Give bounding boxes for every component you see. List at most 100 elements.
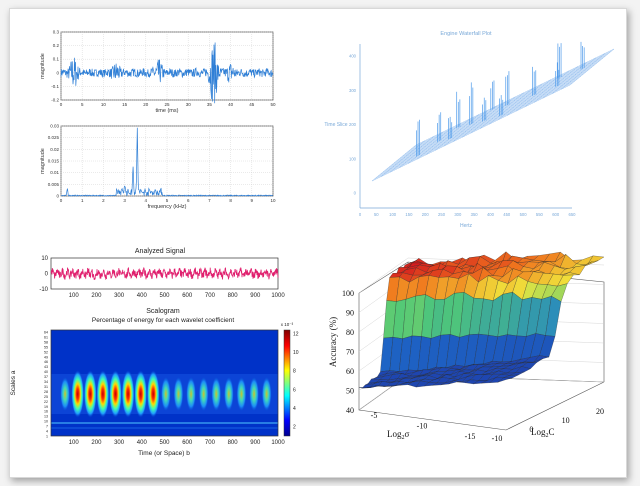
tick-label: 900	[250, 293, 261, 299]
tick-label: 650	[569, 212, 577, 217]
heatmap-cell	[211, 376, 222, 412]
tick-label: 6	[187, 198, 190, 203]
tick-label: 250	[438, 212, 446, 217]
tick-label: 0	[529, 425, 533, 434]
tick-label: 0	[354, 191, 357, 196]
tick-label: 300	[454, 212, 462, 217]
tick-label: 4	[145, 198, 148, 203]
tick-label: 0	[60, 102, 63, 107]
chart-title: Engine Waterfall Plot	[440, 31, 492, 37]
tick-label: 50	[374, 212, 379, 217]
tick-label: 900	[250, 440, 261, 446]
tick-label: 12	[293, 332, 299, 338]
tick-label: 1	[81, 198, 84, 203]
y-axis-label: Log2σ	[387, 429, 410, 441]
heatmap-cell	[160, 376, 172, 412]
tick-label: 3	[123, 198, 126, 203]
tick-label: 31	[44, 385, 48, 389]
tick-label: 6	[293, 387, 296, 393]
tick-label: 450	[503, 212, 511, 217]
tick-label: 350	[471, 212, 479, 217]
tick-label: 19	[44, 405, 48, 409]
tick-label: 700	[205, 440, 216, 446]
heatmap-cell	[223, 376, 235, 412]
tick-label: 300	[114, 293, 125, 299]
tick-label: 0.02	[50, 147, 59, 152]
x-ticks: -10 0 10 20	[492, 407, 604, 443]
y-ticks: 0 0.005 0.01 0.015 0.02 0.025 0.03	[48, 124, 60, 199]
tick-label: -5	[371, 411, 378, 420]
analyzed-signal-chart: Analyzed Signal 100 200 300 400 500 600 700 800…	[39, 248, 285, 299]
tick-label: -10	[39, 287, 48, 293]
heatmap-cell	[173, 376, 184, 412]
heatmap-cell	[83, 370, 97, 418]
tick-label: 28	[44, 390, 48, 394]
waterfall-spikes	[416, 41, 585, 157]
tick-label: 600	[182, 293, 193, 299]
tick-label: 10	[270, 198, 276, 203]
tick-label: 10	[293, 350, 299, 356]
tick-label: 90	[346, 309, 354, 318]
tick-label: 43	[44, 365, 48, 369]
y-ticks: -15 -10 -5	[371, 411, 476, 441]
tick-label: 400	[137, 440, 148, 446]
surface-3d-chart: 40 50 60 70 80 90 100 -10 0 10 20 -15 -10 -5 Accura…	[328, 251, 605, 443]
x-ticks: 100 200 300 400 500 600 700 800 900 1000	[69, 293, 286, 299]
heatmap-cell	[248, 376, 260, 412]
heatmap-cells	[59, 370, 272, 418]
tick-label: 37	[44, 375, 48, 379]
tick-label: 60	[346, 367, 354, 376]
series-line	[60, 127, 274, 197]
waterfall-chart: Engine Waterfall Plot 0 50 100 150 200 250 300…	[324, 31, 615, 229]
tick-label: 200	[349, 122, 357, 127]
tick-label: 40	[44, 370, 48, 374]
tick-label: 13	[44, 415, 48, 419]
tick-label: 22	[44, 400, 48, 404]
y-axis-label: Time Slice	[324, 122, 347, 128]
y-axis-label: magnitude	[40, 53, 46, 79]
tick-label: 0.2	[53, 43, 60, 48]
tick-label: 15	[122, 102, 128, 107]
tick-label: 1000	[271, 293, 285, 299]
tick-label: 9	[251, 198, 254, 203]
tick-label: 20	[596, 407, 604, 416]
tick-label: 10	[44, 420, 48, 424]
tick-label: 50	[270, 102, 276, 107]
x-ticks: 0 50 100 150 200 250 300 350 400 450 500 550 600 650	[359, 212, 576, 217]
tick-label: 34	[44, 380, 48, 384]
tick-label: 1	[46, 435, 48, 439]
tick-label: 800	[228, 293, 239, 299]
scalogram-chart: Scalogram Percentage of energy for each …	[10, 308, 299, 457]
tick-label: 45	[249, 102, 255, 107]
tick-label: 550	[536, 212, 544, 217]
tick-label: 400	[487, 212, 495, 217]
tick-label: 0	[56, 70, 59, 75]
surface-patch	[497, 377, 513, 383]
tick-label: 25	[164, 102, 170, 107]
tick-label: 70	[346, 348, 354, 357]
y-ticks: 0 100 200 300 400	[349, 54, 357, 196]
tick-label: 4	[293, 406, 296, 412]
tick-label: 64	[44, 331, 48, 335]
tick-label: 10	[562, 416, 570, 425]
tick-label: 2	[102, 198, 105, 203]
chart-title: Scalogram	[146, 308, 180, 315]
x-axis-label: time (ms)	[156, 108, 179, 114]
tick-label: 0.005	[48, 182, 60, 187]
heatmap-cell	[108, 370, 122, 418]
tick-label: 7	[46, 425, 48, 429]
tick-label: 8	[293, 369, 296, 375]
surface-mesh	[358, 251, 605, 389]
series-line	[60, 42, 274, 104]
tick-label: 58	[44, 340, 48, 344]
heatmap-cell	[134, 370, 148, 418]
tick-label: 200	[91, 440, 102, 446]
tick-label: 49	[44, 355, 48, 359]
tick-label: 400	[349, 54, 357, 59]
y-ticks: -0.2 -0.1 0 0.1 0.2 0.3	[51, 30, 59, 103]
x-ticks: 0 5 10 15 20 25 30 35 40 45 50	[60, 102, 276, 107]
tick-label: -10	[492, 434, 503, 443]
tick-label: 300	[349, 88, 357, 93]
tick-label: 0.1	[53, 57, 60, 62]
